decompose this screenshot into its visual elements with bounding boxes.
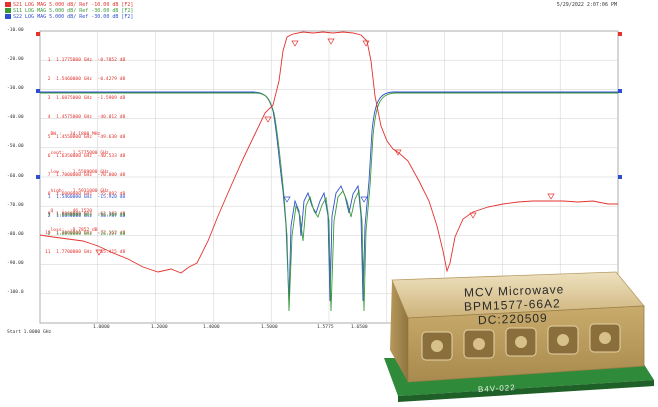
s22-ref-marker-right[interactable]	[618, 89, 622, 93]
marker-row: 9 1.8000000 GHz -62.182 dB	[45, 211, 126, 217]
timestamp: 5/29/2022 2:07:06 PM	[556, 2, 617, 8]
bandwidth-stats: BW : 34.1800 MHz cent: 1.5775000 GHz low…	[45, 119, 109, 247]
trace-s11-label[interactable]: S11 LOG MAG 5.000 dB/ Ref -30.00 dB [F2]	[5, 8, 133, 14]
chip-datecode-text: DC:220509	[477, 310, 548, 328]
trace-s22-label[interactable]: S22 LOG MAG 5.000 dB/ Ref -30.00 dB [F2]	[5, 14, 133, 20]
stat-row: high: 1.5931000 GHz	[45, 189, 109, 195]
s22-ref-marker[interactable]	[36, 89, 40, 93]
s11-trace	[40, 92, 618, 312]
marker-row: 1 1.5460000 GHz -15.920 dB	[45, 194, 126, 200]
s21-trace	[39, 31, 618, 274]
stat-row: loss: -0.7852 dB	[45, 227, 98, 233]
s22-marker-table: 1 1.5460000 GHz -15.920 dB 2 1.6090000 G…	[45, 182, 125, 233]
vna-screen: S21 LOG MAG 5.000 dB/ Ref -10.00 dB [F2]…	[3, 1, 623, 336]
s21-markers[interactable]	[95, 38, 555, 256]
marker-row: 3 1.6075000 GHz -1.5909 dB	[45, 96, 126, 102]
marker-row: 2 1.6090000 GHz -26.227 dB	[45, 232, 126, 238]
filter-product-photo: MCV Microwave BPM1577-66A2 DC:220509 B4V…	[378, 270, 658, 403]
marker-row: 6 1.6350000 GHz -40.533 dB	[45, 153, 126, 159]
marker-row: 4 1.4575000 GHz -40.012 dB	[45, 115, 126, 121]
trace-color-swatch	[5, 14, 11, 19]
s21-ref-marker-right[interactable]	[618, 32, 622, 36]
trace-s21-label[interactable]: S21 LOG MAG 5.000 dB/ Ref -10.00 dB [F2]	[5, 2, 133, 8]
s11-ref-marker[interactable]	[36, 175, 40, 179]
trace-color-swatch	[5, 8, 11, 13]
stat-row: low : 1.5589000 GHz	[45, 170, 109, 176]
marker-row: 1 1.5460000 GHz -16.260 dB	[45, 212, 126, 218]
s11-marker-table: 1 1.5460000 GHz -16.260 dB 2 1.6090000 G…	[45, 200, 125, 251]
marker-row: 11 1.7700000 GHz -65.415 dB	[45, 250, 126, 255]
chip-illustration	[384, 271, 654, 402]
marker-row: 2 1.6090000 GHz -30.787 dB	[45, 214, 126, 220]
s21-marker-table: 1 1.1775000 GHz -0.7852 dB 2 1.5460000 G…	[45, 45, 125, 269]
s21-ref-marker[interactable]	[36, 32, 40, 36]
stat-row: cent: 1.5775000 GHz	[45, 151, 109, 157]
s11-ref-marker-right[interactable]	[618, 175, 622, 179]
trace-header: S21 LOG MAG 5.000 dB/ Ref -10.00 dB [F2]…	[3, 1, 623, 29]
marker-row: 2 1.5460000 GHz -0.4279 dB	[45, 77, 126, 83]
marker-row: 7 1.7000000 GHz -70.000 dB	[45, 173, 126, 179]
marker-row: 10 1.3000000 GHz -72.162 dB	[45, 230, 126, 236]
s22-markers[interactable]	[283, 196, 368, 203]
trace-color-swatch	[5, 2, 11, 7]
stat-row: BW : 34.1800 MHz	[45, 131, 101, 137]
stat-row: Q : 46.1520	[45, 208, 93, 214]
marker-row: 1 1.1775000 GHz -0.7852 dB	[45, 57, 126, 63]
sweep-start-label: Start 1.0000 GHz	[7, 330, 52, 335]
marker-row: 5 1.4550000 GHz -49.630 dB	[45, 134, 126, 140]
marker-row: 8 1.6000000 GHz -55.892 dB	[45, 192, 126, 198]
